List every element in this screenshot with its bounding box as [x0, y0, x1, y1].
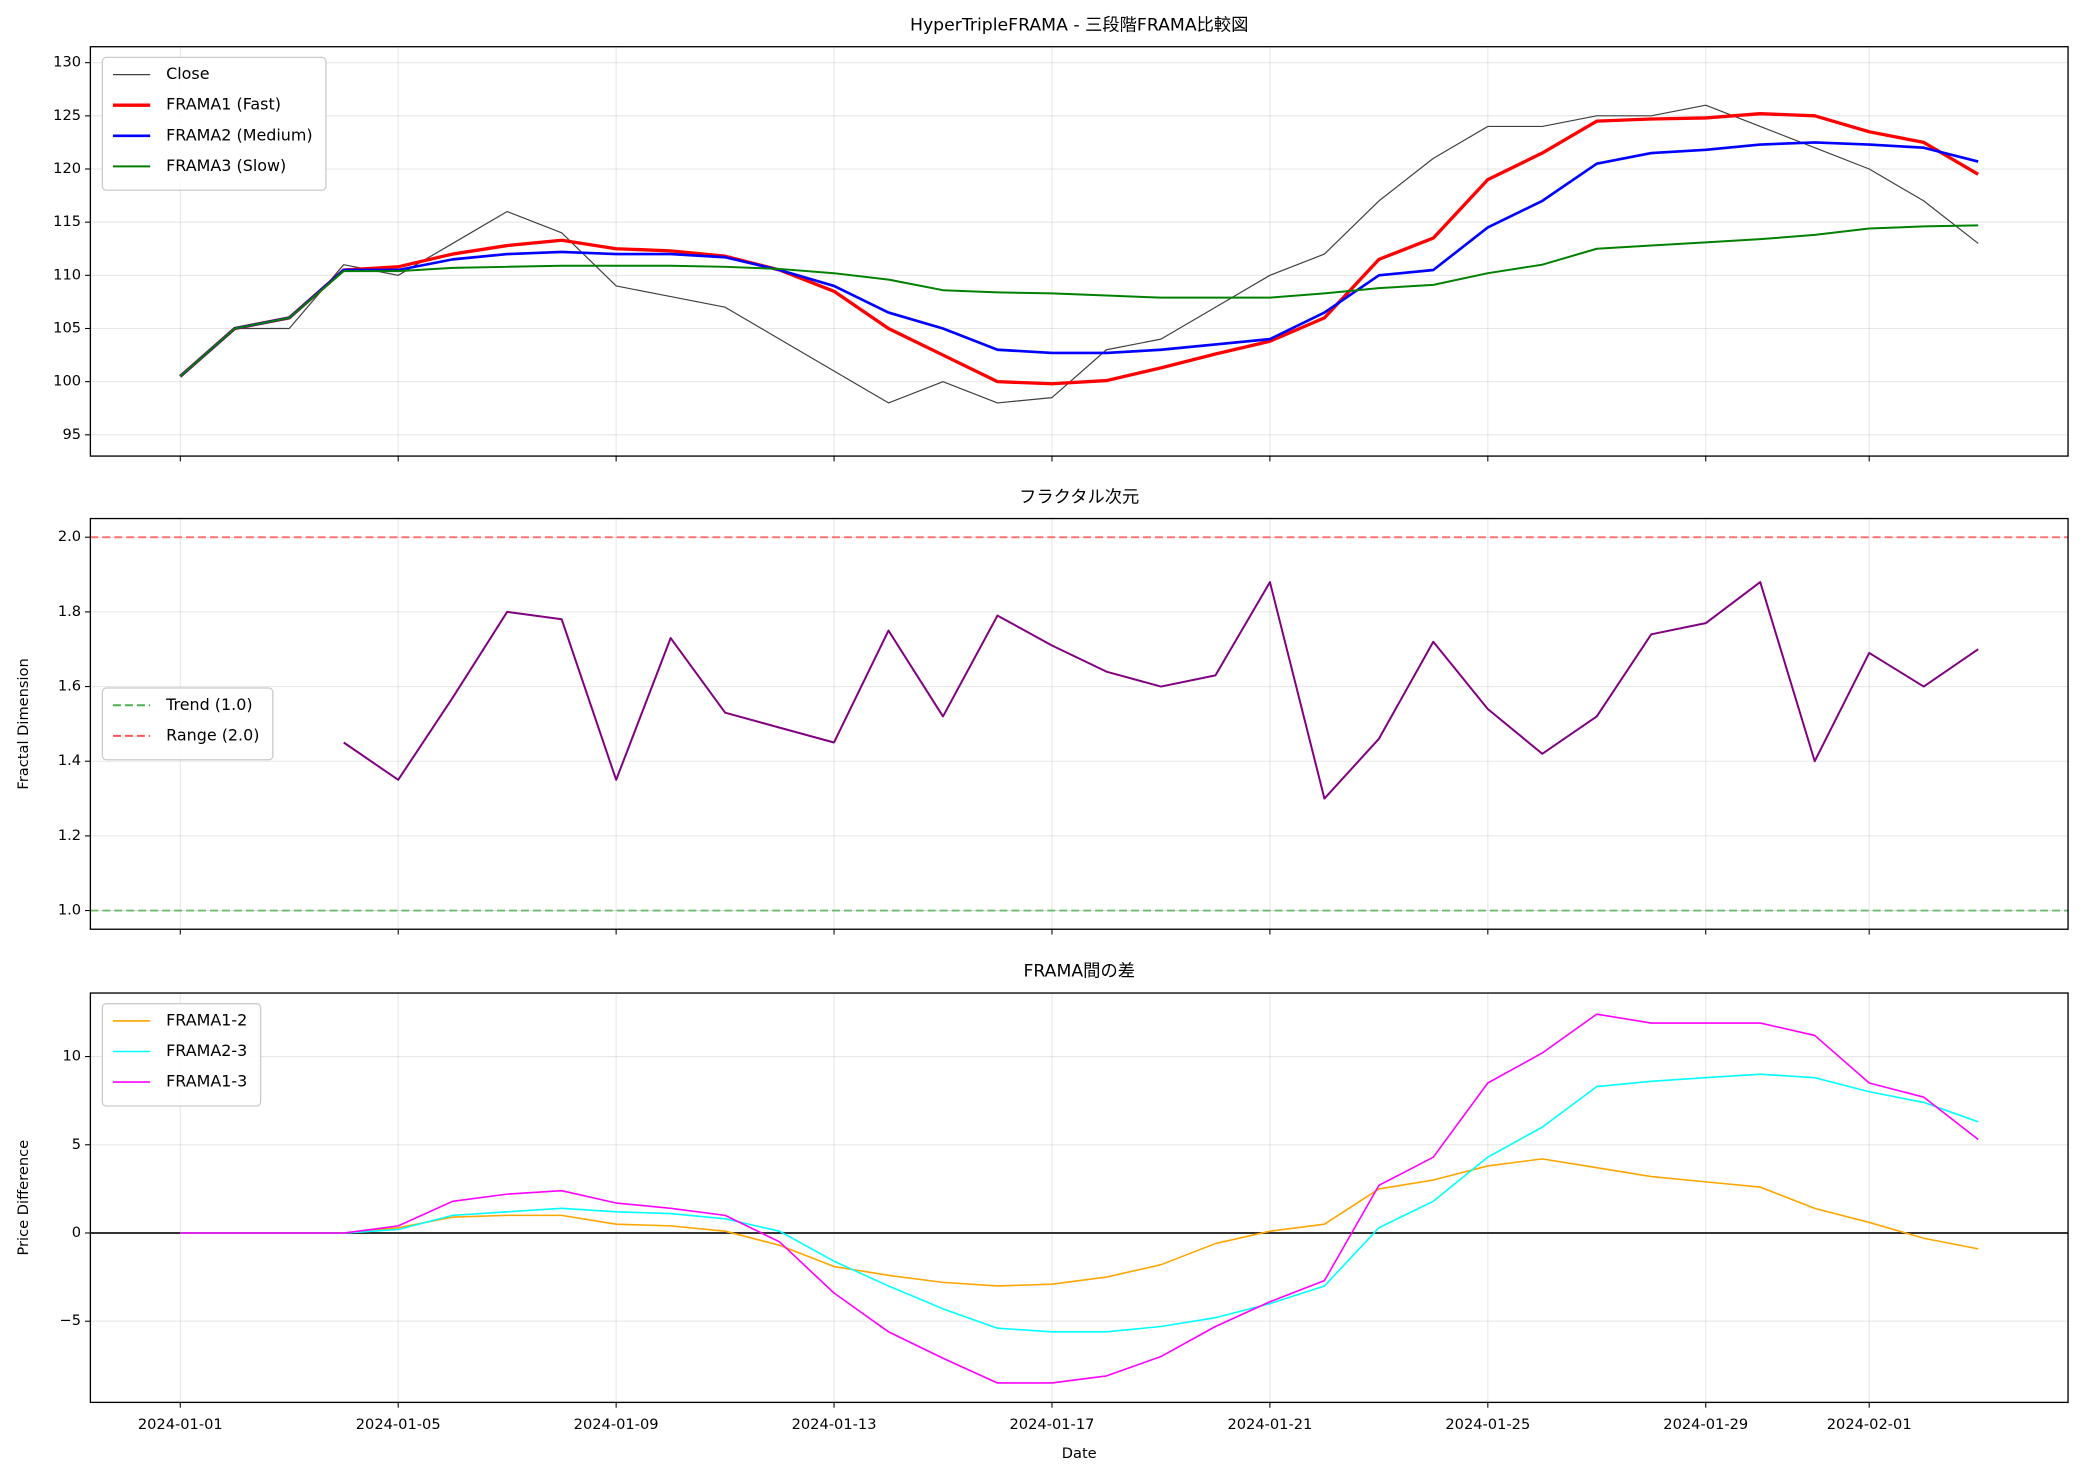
axes-frame: [89, 46, 2069, 457]
y-tick-label: 120: [53, 160, 81, 177]
y-tick-label: 115: [53, 213, 81, 230]
series-line: [179, 224, 1979, 378]
y-axis-label: Fractal Dimension: [15, 658, 32, 789]
legend: Close FRAMA1 (Fast) FRAMA2 (Medium) FRAMA3 …: [101, 56, 327, 191]
axes-frame: [89, 517, 2069, 930]
legend: Trend (1.0) Range (2.0): [101, 687, 274, 761]
legend-label: FRAMA2 (Medium): [166, 125, 313, 144]
y-tick-label: 0: [72, 1224, 81, 1241]
series-line: [179, 112, 1980, 386]
series-line: [179, 141, 1979, 378]
legend-label: FRAMA2-3: [166, 1041, 247, 1060]
x-tick-label: 2024-01-09: [574, 1416, 659, 1433]
series-line: [179, 104, 1979, 404]
legend-label: FRAMA3 (Slow): [166, 156, 286, 175]
x-tick-label: 2024-01-05: [356, 1416, 441, 1433]
legend-box: [101, 56, 327, 191]
y-tick-label: 5: [72, 1136, 81, 1153]
y-tick-label: 1.8: [58, 603, 81, 620]
y-tick-label: 1.0: [58, 902, 81, 919]
y-tick-label: 110: [53, 266, 81, 283]
chart-title: フラクタル次元: [1019, 487, 1139, 507]
x-tick-label: 2024-01-29: [1663, 1416, 1748, 1433]
series-line: [180, 1073, 1979, 1333]
x-tick-label: 2024-02-01: [1827, 1416, 1912, 1433]
x-tick-label: 2024-01-21: [1227, 1416, 1312, 1433]
legend-box: [101, 687, 274, 761]
y-tick-label: 95: [62, 426, 81, 443]
y-tick-label: 1.2: [58, 827, 81, 844]
x-tick-label: 2024-01-25: [1445, 1416, 1530, 1433]
legend-box: [101, 1002, 262, 1107]
chart-title: FRAMA間の差: [1023, 962, 1135, 982]
legend-label: FRAMA1 (Fast): [166, 95, 281, 114]
y-tick-label: 130: [53, 54, 81, 71]
series-line: [180, 1013, 1979, 1384]
x-tick-label: 2024-01-17: [1010, 1416, 1095, 1433]
legend-label: Range (2.0): [166, 725, 259, 744]
y-tick-label: −5: [60, 1312, 82, 1329]
legend-label: FRAMA1-2: [166, 1010, 247, 1029]
y-tick-label: 1.6: [58, 678, 81, 695]
legend-label: Close: [166, 64, 209, 83]
y-tick-label: 2.0: [58, 528, 81, 545]
y-tick-label: 100: [53, 373, 81, 390]
y-axis-label: Price Difference: [15, 1140, 32, 1256]
axes-frame: [89, 992, 2069, 1404]
x-axis-label: Date: [1062, 1445, 1097, 1462]
legend: FRAMA1-2 FRAMA2-3 FRAMA1-3: [101, 1002, 262, 1107]
legend-label: Trend (1.0): [165, 695, 252, 714]
y-tick-label: 10: [62, 1048, 81, 1065]
y-tick-label: 1.4: [58, 752, 81, 769]
series-line: [343, 581, 1979, 800]
legend-label: FRAMA1-3: [166, 1072, 247, 1091]
y-tick-label: 105: [53, 319, 81, 336]
y-tick-label: 125: [53, 107, 81, 124]
series-line: [180, 1158, 1979, 1287]
x-tick-label: 2024-01-01: [138, 1416, 223, 1433]
x-tick-label: 2024-01-13: [792, 1416, 877, 1433]
chart-title: HyperTripleFRAMA - 三段階FRAMA比較図: [910, 15, 1248, 35]
